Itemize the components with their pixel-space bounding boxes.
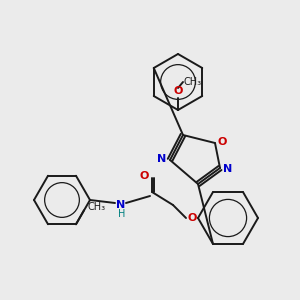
Text: O: O [173,86,183,96]
Text: N: N [116,200,126,210]
Text: O: O [217,137,227,147]
Text: O: O [187,213,197,223]
Text: CH₃: CH₃ [88,202,106,212]
Text: CH₃: CH₃ [183,77,201,87]
Text: O: O [139,171,149,181]
Text: N: N [158,154,166,164]
Text: N: N [224,164,232,174]
Text: H: H [118,209,126,219]
